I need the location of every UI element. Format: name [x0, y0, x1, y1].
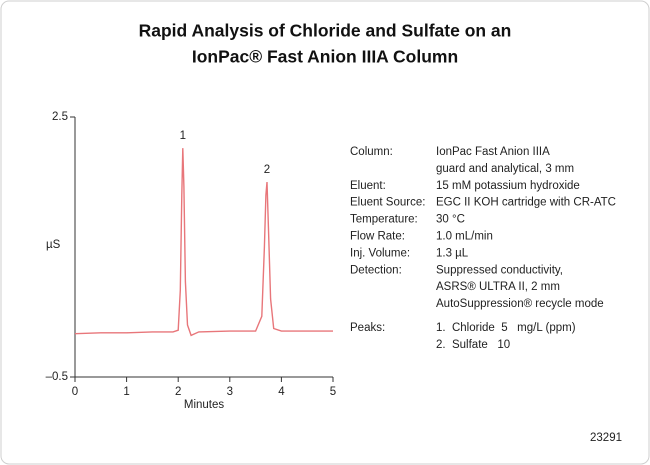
peak-label: 2	[264, 164, 270, 176]
y-tick-label: –0.5	[46, 371, 68, 383]
condition-value: 1. Chloride 5 mg/L (ppm)	[436, 322, 576, 334]
condition-label: Flow Rate:	[350, 231, 405, 243]
condition-value: 1.0 mL/min	[436, 231, 493, 243]
condition-value: IonPac Fast Anion IIIA	[436, 146, 550, 158]
condition-label: Column:	[350, 146, 393, 158]
condition-value: EGC II KOH cartridge with CR-ATC	[436, 197, 616, 209]
condition-label: Inj. Volume:	[350, 247, 410, 259]
condition-value: AutoSuppression® recycle mode	[436, 298, 604, 310]
chart-title: Rapid Analysis of Chloride and Sulfate o…	[139, 21, 512, 41]
condition-value: 30 °C	[436, 214, 465, 226]
condition-label: Eluent:	[350, 180, 386, 192]
y-tick-label: 2.5	[52, 111, 68, 123]
condition-label: Detection:	[350, 264, 402, 276]
condition-label: Eluent Source:	[350, 197, 425, 209]
condition-label: Temperature:	[350, 214, 418, 226]
x-tick-label: 4	[278, 386, 285, 398]
x-axis-label: Minutes	[184, 399, 225, 411]
condition-value: 2. Sulfate 10	[436, 339, 510, 351]
condition-value: guard and analytical, 3 mm	[436, 163, 574, 175]
x-tick-label: 3	[227, 386, 233, 398]
condition-value: 15 mM potassium hydroxide	[436, 180, 580, 192]
condition-value: 1.3 µL	[436, 247, 469, 259]
x-tick-label: 5	[330, 386, 336, 398]
x-tick-label: 2	[175, 386, 181, 398]
peak-label: 1	[180, 130, 186, 142]
condition-value: Suppressed conductivity,	[436, 264, 563, 276]
condition-label: Peaks:	[350, 322, 385, 334]
chart-title: IonPac® Fast Anion IIIA Column	[192, 47, 458, 67]
x-tick-label: 1	[123, 386, 129, 398]
figure-id: 23291	[590, 432, 622, 444]
condition-value: ASRS® ULTRA II, 2 mm	[436, 281, 560, 293]
trace	[74, 148, 333, 337]
x-tick-label: 0	[72, 386, 78, 398]
y-axis-label: µS	[46, 239, 61, 251]
